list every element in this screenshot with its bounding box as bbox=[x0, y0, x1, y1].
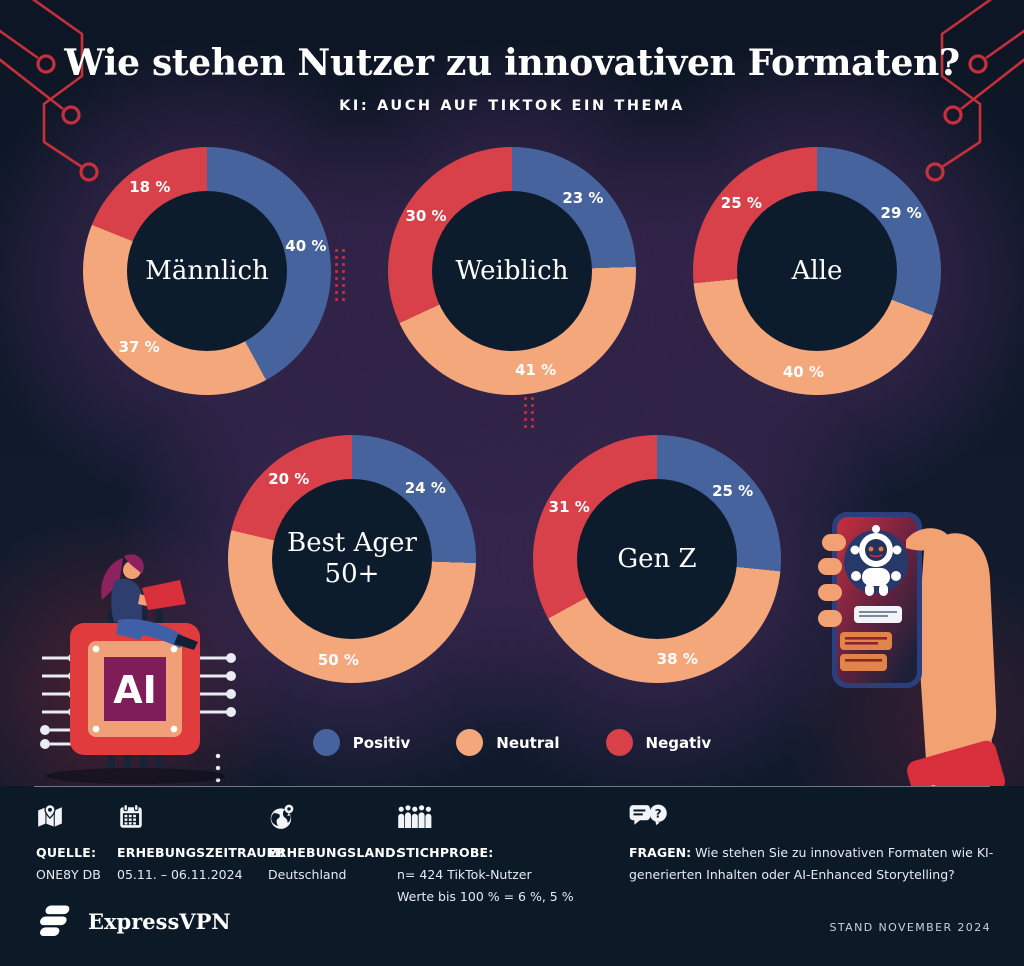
donut-center-label: Best Ager 50+ bbox=[287, 528, 417, 589]
ai-chip-illustration: AI bbox=[40, 554, 236, 784]
footer-item-label: QUELLE: bbox=[36, 845, 97, 860]
circuit-decoration-right bbox=[925, 0, 1024, 182]
calendar-icon bbox=[117, 803, 284, 833]
donut-center-label: Männlich bbox=[145, 255, 269, 286]
legend-label: Neutral bbox=[496, 733, 560, 752]
page-title: Wie stehen Nutzer zu innovativen Formate… bbox=[64, 42, 960, 84]
donut-value-label: 25 % bbox=[720, 193, 762, 212]
donut-center: Weiblich bbox=[432, 191, 592, 351]
footer-columns: QUELLE: ONE8Y DB ERHEBUNGSZEITRAUM: 05.11. … bbox=[0, 786, 1024, 966]
stand-date: STAND NOVEMBER 2024 bbox=[829, 921, 991, 934]
footer-item-value: Werte bis 100 % = 6 %, 5 % bbox=[397, 889, 574, 904]
donut-center: Männlich bbox=[127, 191, 287, 351]
donut-center: Gen Z bbox=[577, 479, 737, 639]
donut-chart-gen-z: 25 % 38 % 31 % Gen Z bbox=[533, 435, 781, 683]
donut-value-label: 25 % bbox=[712, 481, 754, 500]
footer-item-stichprobe: STICHPROBE: n= 424 TikTok-Nutzer Werte bis… bbox=[397, 803, 574, 908]
footer-item-value: Deutschland bbox=[268, 867, 347, 882]
footer-question-text: FRAGEN: Wie stehen Sie zu innovativen Fo… bbox=[629, 845, 994, 882]
footer: QUELLE: ONE8Y DB ERHEBUNGSZEITRAUM: 05.11. … bbox=[0, 786, 1024, 966]
legend-swatch-positiv bbox=[312, 729, 340, 756]
white-dots bbox=[212, 750, 224, 790]
donut-value-label: 31 % bbox=[548, 498, 590, 517]
donut-value-label: 41 % bbox=[515, 361, 557, 380]
donut-value-label: 18 % bbox=[129, 177, 171, 196]
legend-swatch-negativ bbox=[605, 729, 633, 756]
footer-item-label: ERHEBUNGSLAND: bbox=[268, 845, 401, 860]
footer-divider bbox=[34, 786, 990, 787]
donut-chart-alle: 29 % 40 % 25 % Alle bbox=[693, 147, 941, 395]
donut-center: Best Ager 50+ bbox=[272, 479, 432, 639]
expressvpn-logo-icon bbox=[40, 905, 70, 936]
svg-text:?: ? bbox=[655, 806, 662, 820]
legend-item-neutral: Neutral bbox=[456, 729, 560, 756]
halftone-dots bbox=[333, 247, 348, 303]
robot-avatar bbox=[850, 525, 902, 596]
donut-chart-mannlich: 40 % 37 % 18 % Männlich bbox=[83, 147, 331, 395]
donut-value-label: 24 % bbox=[404, 479, 446, 498]
footer-item-value: n= 424 TikTok-Nutzer bbox=[397, 867, 532, 882]
footer-item-label: ERHEBUNGSZEITRAUM: bbox=[117, 845, 285, 860]
donut-center-label: Alle bbox=[791, 255, 843, 286]
map-icon bbox=[36, 803, 101, 833]
footer-item-label: STICHPROBE: bbox=[397, 845, 494, 860]
donut-value-label: 40 % bbox=[782, 363, 824, 382]
footer-item-erhebungszeitraum: ERHEBUNGSZEITRAUM: 05.11. – 06.11.2024 bbox=[117, 803, 284, 886]
page-subtitle: KI: AUCH AUF TIKTOK EIN THEMA bbox=[339, 98, 685, 114]
legend-item-positiv: Positiv bbox=[312, 729, 411, 756]
hand-phone-illustration bbox=[818, 512, 1008, 808]
chart-legend: Positiv Neutral Negativ bbox=[0, 729, 1024, 756]
donut-value-label: 38 % bbox=[656, 649, 698, 668]
people-icon bbox=[397, 803, 574, 833]
donut-center-label: Gen Z bbox=[617, 543, 697, 574]
legend-swatch-neutral bbox=[456, 729, 484, 756]
brand-name: ExpressVPN bbox=[88, 908, 231, 934]
donut-chart-weiblich: 23 % 41 % 30 % Weiblich bbox=[388, 147, 636, 395]
donut-center: Alle bbox=[737, 191, 897, 351]
person-with-laptop bbox=[101, 554, 198, 650]
circuit-decoration-left bbox=[0, 0, 99, 182]
donut-value-label: 50 % bbox=[317, 651, 359, 670]
legend-label: Positiv bbox=[352, 733, 411, 752]
footer-item-erhebungsland: ERHEBUNGSLAND: Deutschland bbox=[268, 803, 401, 886]
globe-icon bbox=[268, 803, 401, 833]
donut-chart-best-ager: 24 % 50 % 20 % Best Ager 50+ bbox=[228, 435, 476, 683]
footer-item-fragen: ? FRAGEN: Wie stehen Sie zu innovativen F… bbox=[629, 803, 1024, 886]
donut-value-label: 37 % bbox=[118, 338, 160, 357]
legend-label: Negativ bbox=[645, 733, 712, 752]
halftone-dots bbox=[522, 388, 537, 430]
donut-value-label: 20 % bbox=[268, 469, 310, 488]
donut-value-label: 30 % bbox=[405, 207, 447, 226]
brand: ExpressVPN bbox=[36, 901, 231, 941]
donut-value-label: 23 % bbox=[562, 188, 604, 207]
donut-center-label: Weiblich bbox=[455, 255, 569, 286]
footer-item-value: 05.11. – 06.11.2024 bbox=[117, 867, 243, 882]
donut-value-label: 40 % bbox=[285, 236, 327, 255]
ai-chip-label: AI bbox=[113, 668, 157, 712]
donut-value-label: 29 % bbox=[880, 204, 922, 223]
footer-item-value: ONE8Y DB bbox=[36, 867, 101, 882]
footer-item-quelle: QUELLE: ONE8Y DB bbox=[36, 803, 101, 886]
legend-item-negativ: Negativ bbox=[605, 729, 712, 756]
chat-question-icon: ? bbox=[629, 803, 1024, 833]
